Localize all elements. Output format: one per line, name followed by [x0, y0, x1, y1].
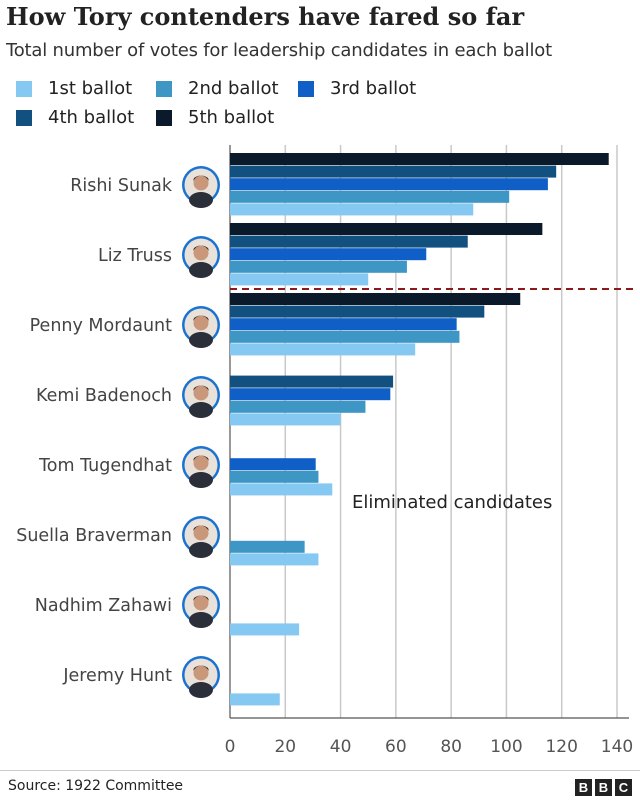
avatar-hair — [193, 455, 209, 461]
bar-2-rishi-sunak — [230, 190, 510, 203]
bar-1-kemi-badenoch — [230, 413, 341, 426]
avatar-hair — [193, 525, 209, 531]
avatar-hair — [193, 315, 209, 321]
candidate-photo — [182, 516, 220, 558]
x-tick-label: 0 — [225, 737, 236, 757]
bar-3-tom-tugendhat — [230, 458, 316, 471]
candidate-photo — [182, 586, 220, 628]
bar-3-kemi-badenoch — [230, 388, 391, 401]
candidate-label: Liz Truss — [98, 246, 172, 266]
bar-4-kemi-badenoch — [230, 375, 394, 388]
bbc-logo-letter: C — [615, 779, 632, 796]
bar-4-penny-mordaunt — [230, 305, 485, 318]
candidate-label: Nadhim Zahawi — [35, 596, 172, 616]
legend-label: 5th ballot — [188, 107, 275, 128]
legend-swatch — [156, 80, 172, 97]
chart-title: How Tory contenders have fared so far — [6, 2, 525, 31]
candidate-photo — [182, 376, 220, 418]
bar-4-rishi-sunak — [230, 165, 557, 178]
candidate-label: Rishi Sunak — [70, 176, 173, 196]
avatar-face — [193, 455, 209, 471]
bar-chart: 0 20 40 60 80 100 120 140 Rishi Sunak Liz Truss Pe… — [16, 145, 636, 757]
bar-2-suella-braverman — [230, 540, 305, 553]
bbc-logo-letter: B — [575, 779, 592, 796]
candidate-photo — [182, 446, 220, 488]
bar-1-liz-truss — [230, 273, 369, 286]
bar-3-liz-truss — [230, 248, 427, 261]
candidate-photo — [182, 236, 220, 278]
candidate-label: Suella Braverman — [16, 526, 172, 546]
bar-1-jeremy-hunt — [230, 693, 280, 706]
candidate-label: Jeremy Hunt — [62, 666, 172, 686]
legend-label: 1st ballot — [48, 78, 133, 99]
chart-subtitle: Total number of votes for leadership can… — [6, 40, 552, 61]
legend-label: 2nd ballot — [188, 78, 279, 99]
avatar-shoulders — [189, 332, 213, 348]
x-tick-label: 80 — [440, 737, 462, 757]
avatar-hair — [193, 175, 209, 181]
bar-1-tom-tugendhat — [230, 483, 333, 496]
avatar-face — [193, 595, 209, 611]
footer-divider — [0, 770, 640, 771]
avatar-hair — [193, 665, 209, 671]
bar-1-rishi-sunak — [230, 203, 474, 216]
avatar-shoulders — [189, 262, 213, 278]
x-tick-label: 100 — [490, 737, 522, 757]
candidate-photo — [182, 166, 220, 208]
bbc-logo-letter: B — [595, 779, 612, 796]
avatar-shoulders — [189, 472, 213, 488]
bar-1-nadhim-zahawi — [230, 623, 300, 636]
x-tick-label: 140 — [601, 737, 633, 757]
legend-item: 2nd ballot — [156, 78, 279, 99]
avatar-face — [193, 245, 209, 261]
bar-3-penny-mordaunt — [230, 318, 457, 331]
candidate-photo — [182, 306, 220, 348]
x-tick-label: 20 — [274, 737, 296, 757]
legend-item: 1st ballot — [16, 78, 132, 99]
avatar-face — [193, 175, 209, 191]
avatar-face — [193, 665, 209, 681]
candidate-label: Kemi Badenoch — [36, 386, 172, 406]
bar-5-rishi-sunak — [230, 153, 609, 165]
bar-2-penny-mordaunt — [230, 330, 460, 343]
legend-swatch — [298, 80, 314, 97]
x-tick-label: 120 — [545, 737, 577, 757]
legend-label: 4th ballot — [48, 107, 135, 128]
legend-item: 3rd ballot — [298, 78, 416, 99]
bar-1-penny-mordaunt — [230, 343, 416, 356]
legend-item: 4th ballot — [16, 107, 134, 128]
bar-1-suella-braverman — [230, 553, 319, 566]
bar-2-liz-truss — [230, 260, 407, 273]
candidate-photo — [182, 656, 220, 698]
avatar-shoulders — [189, 682, 213, 698]
bar-2-kemi-badenoch — [230, 400, 366, 413]
source-note: Source: 1922 Committee — [8, 778, 184, 794]
avatar-face — [193, 385, 209, 401]
candidate-label: Penny Mordaunt — [30, 316, 173, 336]
bar-4-liz-truss — [230, 235, 468, 248]
legend-swatch — [156, 109, 172, 126]
bar-5-liz-truss — [230, 223, 543, 235]
legend-swatch — [16, 109, 32, 126]
candidate-label: Tom Tugendhat — [38, 456, 172, 476]
avatar-face — [193, 315, 209, 331]
avatar-hair — [193, 245, 209, 251]
avatar-face — [193, 525, 209, 541]
avatar-shoulders — [189, 402, 213, 418]
eliminated-annotation: Eliminated candidates — [352, 492, 552, 513]
avatar-shoulders — [189, 612, 213, 628]
bar-2-tom-tugendhat — [230, 470, 319, 483]
legend-label: 3rd ballot — [330, 78, 417, 99]
avatar-shoulders — [189, 192, 213, 208]
x-tick-label: 40 — [330, 737, 352, 757]
avatar-hair — [193, 385, 209, 391]
bar-5-penny-mordaunt — [230, 293, 521, 305]
avatar-shoulders — [189, 542, 213, 558]
x-tick-label: 60 — [385, 737, 407, 757]
bbc-logo: B B C — [575, 779, 632, 796]
avatar-hair — [193, 595, 209, 601]
legend-item: 5th ballot — [156, 107, 274, 128]
legend-swatch — [16, 80, 32, 97]
bar-3-rishi-sunak — [230, 178, 548, 191]
